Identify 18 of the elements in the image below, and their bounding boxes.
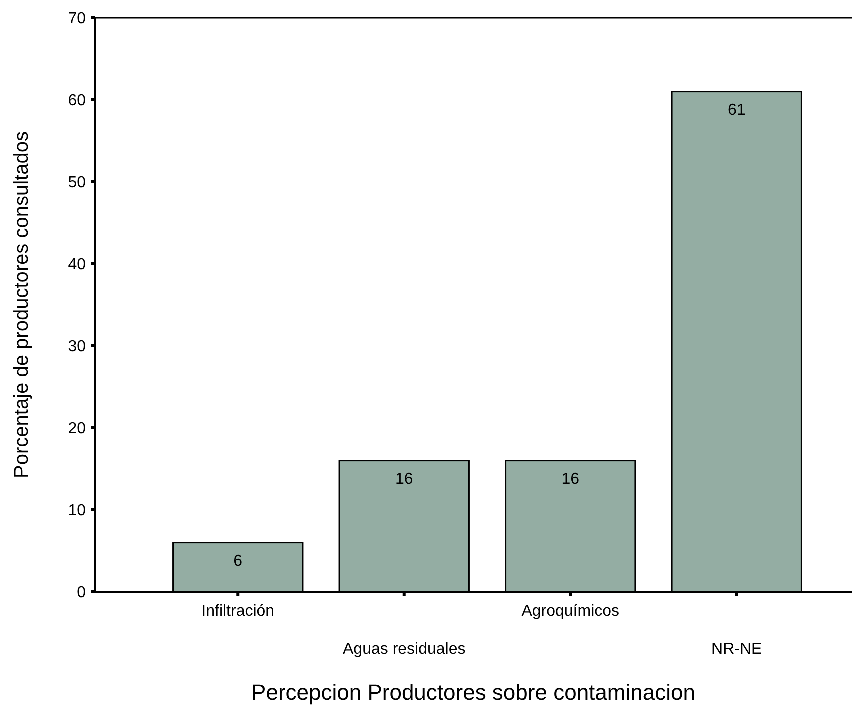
data-label: 16 — [395, 470, 414, 488]
y-tick-label: 60 — [68, 92, 86, 110]
x-tick-label: Infiltración — [202, 603, 275, 620]
y-tick-label: 20 — [68, 420, 86, 438]
y-tick-label: 40 — [68, 256, 86, 274]
y-tick-label: 30 — [68, 338, 86, 356]
x-tick-label: Aguas residuales — [343, 641, 466, 658]
data-label: 6 — [234, 552, 243, 570]
x-axis-title: Percepcion Productores sobre contaminacion — [252, 680, 696, 705]
y-tick-label: 70 — [68, 10, 86, 28]
y-tick-label: 10 — [68, 502, 86, 520]
x-tick-label: NR-NE — [712, 641, 762, 658]
y-tick-label: 0 — [77, 584, 86, 602]
x-tick-label: Agroquímicos — [522, 603, 620, 620]
y-tick-label: 50 — [68, 174, 86, 192]
data-label: 61 — [728, 102, 746, 119]
y-axis-title: Porcentaje de productores consultados — [11, 132, 33, 478]
data-label: 16 — [562, 470, 580, 488]
